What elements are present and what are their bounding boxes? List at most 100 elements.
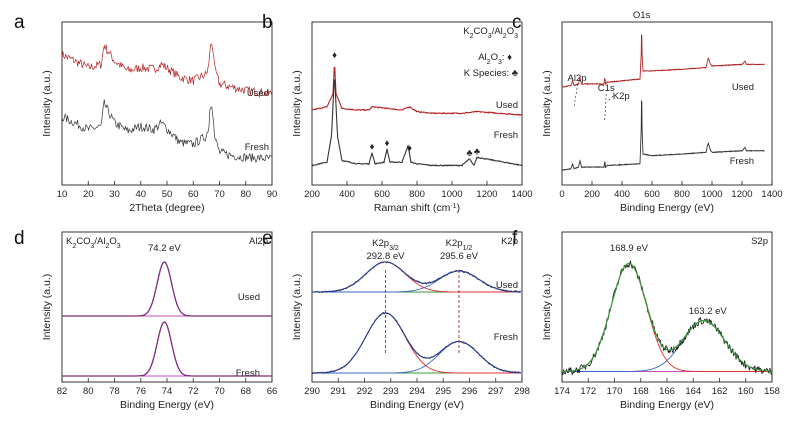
x-tick-label-e: 290 <box>304 386 320 397</box>
x-tick-label-d: 72 <box>188 386 199 397</box>
x-tick-label-c: 1000 <box>701 189 722 200</box>
x-tick-label-d: 80 <box>83 386 94 397</box>
component-k2p32-used <box>312 261 521 293</box>
x-tick-label-b: 800 <box>409 189 425 200</box>
plot-frame-f <box>561 231 773 383</box>
series-fresh-raw <box>312 312 522 375</box>
x-tick-label-f: 168 <box>633 386 649 397</box>
series-label-used: Used <box>496 280 518 291</box>
series-fresh-line <box>311 79 523 167</box>
x-tick-label-c: 200 <box>584 189 600 200</box>
series-used-line <box>561 34 765 88</box>
x-axis-label-c: Binding Energy (eV) <box>620 202 714 214</box>
x-tick-label-e: 297 <box>488 386 504 397</box>
peak-value-k2p12: 295.6 eV <box>440 251 479 262</box>
x-tick-label-b: 600 <box>374 189 390 200</box>
y-axis-label-a: Intensity (a.u.) <box>41 70 53 137</box>
series-label-used: Used <box>732 82 754 93</box>
x-tick-label-c: 1200 <box>731 189 752 200</box>
annotation-al2p: Al2p <box>567 73 586 84</box>
x-tick-label-b: 1400 <box>511 189 532 200</box>
series-label-fresh: Fresh <box>245 142 269 153</box>
peak-label-74.2: 74.2 eV <box>148 243 181 254</box>
x-tick-label-c: 0 <box>559 189 564 200</box>
y-axis-label-e: Intensity (a.u.) <box>291 274 303 341</box>
series-fresh-line <box>62 321 272 377</box>
x-tick-label-c: 800 <box>674 189 690 200</box>
x-tick-label-d: 74 <box>162 386 173 397</box>
chart-title-d: Al2p <box>249 236 268 247</box>
x-tick-label-e: 294 <box>409 386 425 397</box>
panel-letter-d: d <box>14 228 25 249</box>
x-axis-label-e: Binding Energy (eV) <box>370 399 464 411</box>
x-tick-label-a: 60 <box>188 189 199 200</box>
x-tick-label-f: 170 <box>607 386 623 397</box>
x-tick-label-d: 82 <box>57 386 68 397</box>
x-tick-label-a: 10 <box>57 189 68 200</box>
leader-k2p <box>606 95 614 103</box>
chart-title-b: K2CO3/Al2O3 <box>463 26 518 40</box>
peak-marker-0: ♦ <box>332 50 337 61</box>
series-label-fresh: Fresh <box>236 368 260 379</box>
x-axis-label-f: Binding Energy (eV) <box>620 399 714 411</box>
annotation-k2p: K2p <box>613 91 630 102</box>
x-tick-label-e: 292 <box>357 386 373 397</box>
legend-al2o3: Al2O3: ♦ <box>478 52 512 66</box>
x-tick-label-a: 40 <box>135 189 146 200</box>
x-tick-label-c: 400 <box>614 189 630 200</box>
peak-label-163.2: 163.2 eV <box>689 306 728 317</box>
series-fit-line <box>562 262 772 372</box>
series-used-line <box>62 261 272 317</box>
x-tick-label-b: 1000 <box>441 189 462 200</box>
panel-letter-a: a <box>14 12 25 33</box>
y-axis-label-b: Intensity (a.u.) <box>291 70 303 137</box>
series-used-fit <box>312 261 522 293</box>
peak-label-168.9: 168.9 eV <box>610 243 649 254</box>
x-tick-label-e: 296 <box>462 386 478 397</box>
component-163.2 <box>562 320 772 372</box>
x-tick-label-b: 200 <box>304 189 320 200</box>
series-label-fresh: Fresh <box>730 156 754 167</box>
panel-letter-e: e <box>262 228 273 249</box>
series-label-used: Used <box>247 88 269 99</box>
x-tick-label-a: 90 <box>267 189 278 200</box>
series-fresh-line <box>61 99 272 163</box>
x-tick-label-d: 66 <box>267 386 278 397</box>
leader-c1s <box>604 93 607 121</box>
leader-al2p <box>573 83 579 108</box>
x-tick-label-d: 70 <box>214 386 225 397</box>
panel-letter-b: b <box>262 12 273 33</box>
plot-frame-d <box>61 231 273 383</box>
x-tick-label-f: 160 <box>738 386 754 397</box>
x-tick-label-e: 293 <box>383 386 399 397</box>
panel-letter-f: f <box>512 228 518 249</box>
x-tick-label-e: 291 <box>330 386 346 397</box>
peak-marker-5: ♣ <box>474 146 480 157</box>
plot-frame-e <box>311 231 523 383</box>
x-tick-label-a: 20 <box>83 189 94 200</box>
series-used-line <box>61 43 272 98</box>
x-tick-label-e: 298 <box>514 386 530 397</box>
series-used-line <box>311 66 522 116</box>
x-tick-label-f: 172 <box>580 386 596 397</box>
peak-marker-1: ♦ <box>370 141 375 152</box>
peak-label-k2p32: K2p3/2 <box>372 238 399 252</box>
chart-subtitle-d: K2CO3/Al2O3 <box>66 236 121 250</box>
x-tick-label-a: 50 <box>162 189 173 200</box>
x-axis-label-b: Raman shift (cm-1) <box>374 202 460 214</box>
x-tick-label-d: 78 <box>109 386 120 397</box>
annotation-c1s: C1s <box>598 83 615 94</box>
series-label-fresh: Fresh <box>494 130 518 141</box>
series-label-used: Used <box>496 100 518 111</box>
x-tick-label-f: 174 <box>554 386 570 397</box>
series-fresh-line <box>561 100 765 172</box>
series-fresh-fit <box>312 312 522 374</box>
x-tick-label-a: 30 <box>109 189 120 200</box>
peak-marker-2: ♦ <box>385 138 390 149</box>
series-used-raw <box>311 261 522 294</box>
x-tick-label-a: 70 <box>214 189 225 200</box>
x-axis-label-d: Binding Energy (eV) <box>120 399 214 411</box>
x-tick-label-b: 400 <box>339 189 355 200</box>
series-label-used: Used <box>238 292 260 303</box>
series-label-fresh: Fresh <box>494 332 518 343</box>
